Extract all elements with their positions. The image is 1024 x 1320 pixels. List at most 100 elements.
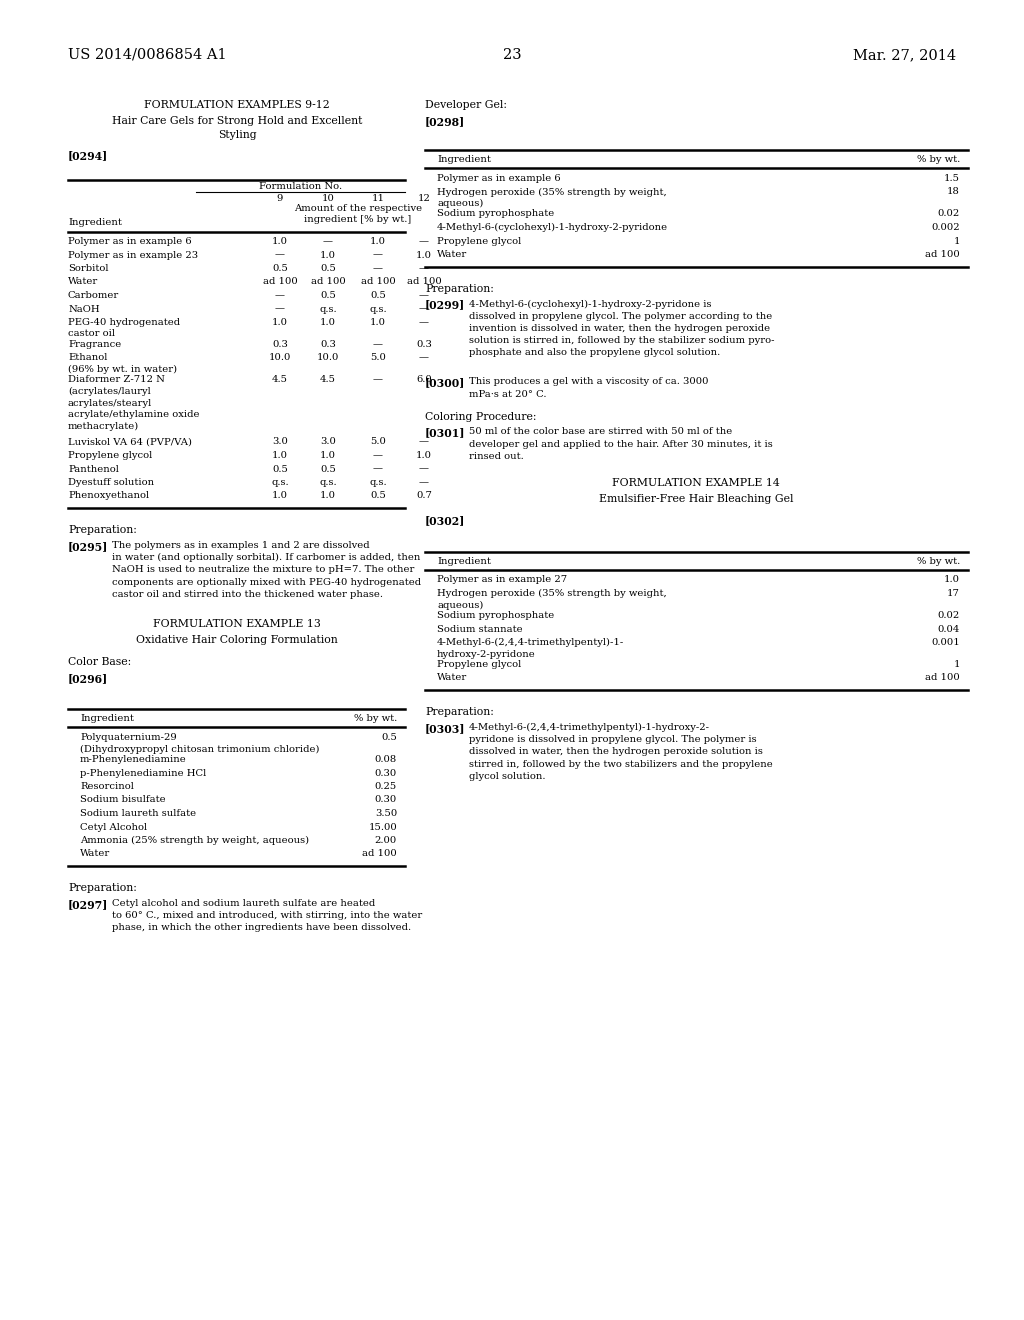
Text: [0295]: [0295]: [68, 541, 109, 552]
Text: Luviskol VA 64 (PVP/VA): Luviskol VA 64 (PVP/VA): [68, 437, 193, 446]
Text: [0300]: [0300]: [425, 378, 465, 388]
Text: Sorbitol: Sorbitol: [68, 264, 109, 273]
Text: Preparation:: Preparation:: [425, 708, 494, 717]
Text: p-Phenylenediamine HCl: p-Phenylenediamine HCl: [80, 768, 206, 777]
Text: Sodium laureth sulfate: Sodium laureth sulfate: [80, 809, 197, 818]
Text: —: —: [419, 318, 429, 327]
Text: ad 100: ad 100: [407, 277, 441, 286]
Text: 1.0: 1.0: [272, 491, 288, 500]
Text: PEG-40 hydrogenated
castor oil: PEG-40 hydrogenated castor oil: [68, 318, 180, 338]
Text: q.s.: q.s.: [370, 478, 387, 487]
Text: FORMULATION EXAMPLE 13: FORMULATION EXAMPLE 13: [153, 619, 321, 630]
Text: 0.30: 0.30: [375, 796, 397, 804]
Text: Sodium pyrophosphate: Sodium pyrophosphate: [437, 611, 554, 620]
Text: —: —: [419, 465, 429, 474]
Text: 1.0: 1.0: [272, 238, 288, 246]
Text: 1.0: 1.0: [944, 576, 961, 585]
Text: 17: 17: [947, 589, 961, 598]
Text: Ingredient: Ingredient: [68, 218, 122, 227]
Text: q.s.: q.s.: [271, 478, 289, 487]
Text: —: —: [419, 264, 429, 273]
Text: —: —: [419, 437, 429, 446]
Text: [0303]: [0303]: [425, 723, 466, 734]
Text: —: —: [419, 478, 429, 487]
Text: Propylene glycol: Propylene glycol: [437, 660, 521, 669]
Text: Water: Water: [68, 277, 98, 286]
Text: Ingredient: Ingredient: [80, 714, 134, 723]
Text: Phenoxyethanol: Phenoxyethanol: [68, 491, 150, 500]
Text: 50 ml of the color base are stirred with 50 ml of the
developer gel and applied : 50 ml of the color base are stirred with…: [469, 428, 773, 461]
Text: 4-Methyl-6-(cyclohexyl)-1-hydroxy-2-pyridone: 4-Methyl-6-(cyclohexyl)-1-hydroxy-2-pyri…: [437, 223, 668, 232]
Text: —: —: [275, 305, 285, 314]
Text: Dyestuff solution: Dyestuff solution: [68, 478, 155, 487]
Text: Polymer as in example 6: Polymer as in example 6: [437, 174, 560, 183]
Text: 5.0: 5.0: [370, 437, 386, 446]
Text: q.s.: q.s.: [319, 478, 337, 487]
Text: 0.3: 0.3: [321, 341, 336, 348]
Text: ad 100: ad 100: [310, 277, 345, 286]
Text: Ethanol
(96% by wt. in water): Ethanol (96% by wt. in water): [68, 354, 177, 374]
Text: Polymer as in example 27: Polymer as in example 27: [437, 576, 567, 585]
Text: [0297]: [0297]: [68, 899, 109, 909]
Text: ad 100: ad 100: [262, 277, 297, 286]
Text: 0.5: 0.5: [321, 290, 336, 300]
Text: 3.0: 3.0: [321, 437, 336, 446]
Text: 0.5: 0.5: [321, 264, 336, 273]
Text: —: —: [373, 264, 383, 273]
Text: —: —: [275, 290, 285, 300]
Text: Panthenol: Panthenol: [68, 465, 119, 474]
Text: % by wt.: % by wt.: [916, 154, 961, 164]
Text: 1.0: 1.0: [319, 491, 336, 500]
Text: FORMULATION EXAMPLES 9-12: FORMULATION EXAMPLES 9-12: [144, 100, 330, 110]
Text: 0.04: 0.04: [938, 624, 961, 634]
Text: 0.7: 0.7: [416, 491, 432, 500]
Text: Ingredient: Ingredient: [437, 557, 490, 565]
Text: 1.0: 1.0: [319, 251, 336, 260]
Text: This produces a gel with a viscosity of ca. 3000
mPa·s at 20° C.: This produces a gel with a viscosity of …: [469, 378, 709, 399]
Text: [0301]: [0301]: [425, 428, 466, 438]
Text: Cetyl alcohol and sodium laureth sulfate are heated
to 60° C., mixed and introdu: Cetyl alcohol and sodium laureth sulfate…: [112, 899, 422, 932]
Text: —: —: [373, 451, 383, 459]
Text: Color Base:: Color Base:: [68, 657, 131, 667]
Text: 9: 9: [276, 194, 284, 203]
Text: 0.001: 0.001: [931, 638, 961, 647]
Text: 0.3: 0.3: [272, 341, 288, 348]
Text: q.s.: q.s.: [319, 305, 337, 314]
Text: —: —: [419, 238, 429, 246]
Text: 4.5: 4.5: [319, 375, 336, 384]
Text: 4-Methyl-6-(2,4,4-trimethylpentyl)-1-hydroxy-2-
pyridone is dissolved in propyle: 4-Methyl-6-(2,4,4-trimethylpentyl)-1-hyd…: [469, 723, 773, 780]
Text: Hydrogen peroxide (35% strength by weight,
aqueous): Hydrogen peroxide (35% strength by weigh…: [437, 187, 667, 209]
Text: Carbomer: Carbomer: [68, 290, 119, 300]
Text: [0298]: [0298]: [425, 116, 465, 127]
Text: 0.5: 0.5: [321, 465, 336, 474]
Text: Hydrogen peroxide (35% strength by weight,
aqueous): Hydrogen peroxide (35% strength by weigh…: [437, 589, 667, 610]
Text: 0.25: 0.25: [375, 781, 397, 791]
Text: Diaformer Z-712 N
(acrylates/lauryl
acrylates/stearyl
acrylate/ethylamine oxide
: Diaformer Z-712 N (acrylates/lauryl acry…: [68, 375, 200, 430]
Text: 12: 12: [418, 194, 430, 203]
Text: —: —: [373, 465, 383, 474]
Text: 1.0: 1.0: [370, 238, 386, 246]
Text: 3.50: 3.50: [375, 809, 397, 818]
Text: [0294]: [0294]: [68, 150, 109, 161]
Text: 0.5: 0.5: [370, 290, 386, 300]
Text: 1.0: 1.0: [416, 451, 432, 459]
Text: 10: 10: [322, 194, 335, 203]
Text: Preparation:: Preparation:: [68, 525, 137, 535]
Text: 1.5: 1.5: [944, 174, 961, 183]
Text: q.s.: q.s.: [370, 305, 387, 314]
Text: 15.00: 15.00: [369, 822, 397, 832]
Text: Amount of the respective
ingredient [% by wt.]: Amount of the respective ingredient [% b…: [294, 205, 422, 224]
Text: 5.0: 5.0: [370, 354, 386, 363]
Text: 1.0: 1.0: [272, 318, 288, 327]
Text: 0.5: 0.5: [272, 465, 288, 474]
Text: 0.02: 0.02: [938, 210, 961, 219]
Text: Emulsifier-Free Hair Bleaching Gel: Emulsifier-Free Hair Bleaching Gel: [599, 494, 794, 503]
Text: US 2014/0086854 A1: US 2014/0086854 A1: [68, 48, 226, 62]
Text: 0.5: 0.5: [272, 264, 288, 273]
Text: ad 100: ad 100: [362, 850, 397, 858]
Text: [0299]: [0299]: [425, 300, 465, 310]
Text: 23: 23: [503, 48, 521, 62]
Text: Propylene glycol: Propylene glycol: [68, 451, 153, 459]
Text: 6.0: 6.0: [416, 375, 432, 384]
Text: —: —: [419, 290, 429, 300]
